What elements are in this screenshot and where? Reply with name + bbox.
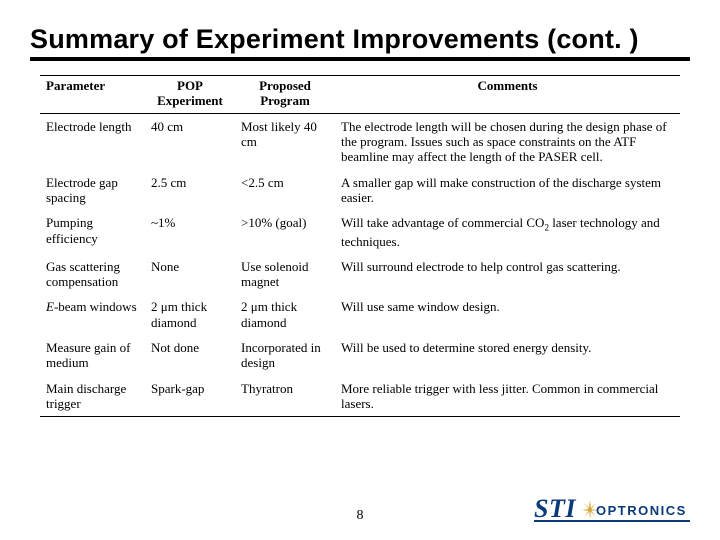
cell-comments: A smaller gap will make construction of …: [335, 170, 680, 211]
cell-pop: 40 cm: [145, 113, 235, 169]
slide: Summary of Experiment Improvements (cont…: [0, 0, 720, 540]
title-rule: [30, 57, 690, 61]
cell-pop: 2.5 cm: [145, 170, 235, 211]
cell-pop: Spark-gap: [145, 376, 235, 417]
logo: STI OPTRONICS: [534, 494, 692, 530]
cell-proposed: Incorporated in design: [235, 335, 335, 376]
cell-parameter: E-beam windows: [40, 294, 145, 335]
cell-pop: Not done: [145, 335, 235, 376]
cell-proposed: <2.5 cm: [235, 170, 335, 211]
improvements-table: Parameter POP Experiment Proposed Progra…: [40, 75, 680, 417]
table-row: Pumping efficiency ~1% >10% (goal) Will …: [40, 210, 680, 254]
cell-comments: More reliable trigger with less jitter. …: [335, 376, 680, 417]
cell-comments: The electrode length will be chosen duri…: [335, 113, 680, 169]
cell-proposed: Most likely 40 cm: [235, 113, 335, 169]
cell-proposed: Use solenoid magnet: [235, 254, 335, 295]
cell-parameter: Main discharge trigger: [40, 376, 145, 417]
page-title: Summary of Experiment Improvements (cont…: [30, 24, 690, 55]
cell-proposed: 2 μm thick diamond: [235, 294, 335, 335]
table-row: E-beam windows 2 μm thick diamond 2 μm t…: [40, 294, 680, 335]
cell-parameter: Measure gain of medium: [40, 335, 145, 376]
table-row: Measure gain of medium Not done Incorpor…: [40, 335, 680, 376]
col-header-comments: Comments: [335, 76, 680, 114]
cell-pop: 2 μm thick diamond: [145, 294, 235, 335]
col-header-parameter: Parameter: [40, 76, 145, 114]
cell-comments: Will surround electrode to help control …: [335, 254, 680, 295]
logo-optronics-text: OPTRONICS: [596, 503, 687, 518]
table-row: Gas scattering compensation None Use sol…: [40, 254, 680, 295]
cell-comments: Will take advantage of commercial CO2 la…: [335, 210, 680, 254]
cell-proposed: Thyratron: [235, 376, 335, 417]
table-row: Electrode length 40 cm Most likely 40 cm…: [40, 113, 680, 169]
cell-proposed: >10% (goal): [235, 210, 335, 254]
cell-parameter: Gas scattering compensation: [40, 254, 145, 295]
logo-underline: [534, 520, 690, 522]
col-header-proposed: Proposed Program: [235, 76, 335, 114]
col-header-pop: POP Experiment: [145, 76, 235, 114]
cell-parameter: Pumping efficiency: [40, 210, 145, 254]
cell-parameter: Electrode length: [40, 113, 145, 169]
table-row: Main discharge trigger Spark-gap Thyratr…: [40, 376, 680, 417]
cell-comments: Will use same window design.: [335, 294, 680, 335]
cell-pop: ~1%: [145, 210, 235, 254]
table-row: Electrode gap spacing 2.5 cm <2.5 cm A s…: [40, 170, 680, 211]
cell-parameter: Electrode gap spacing: [40, 170, 145, 211]
table-header-row: Parameter POP Experiment Proposed Progra…: [40, 76, 680, 114]
table-body: Electrode length 40 cm Most likely 40 cm…: [40, 113, 680, 417]
cell-comments: Will be used to determine stored energy …: [335, 335, 680, 376]
cell-pop: None: [145, 254, 235, 295]
